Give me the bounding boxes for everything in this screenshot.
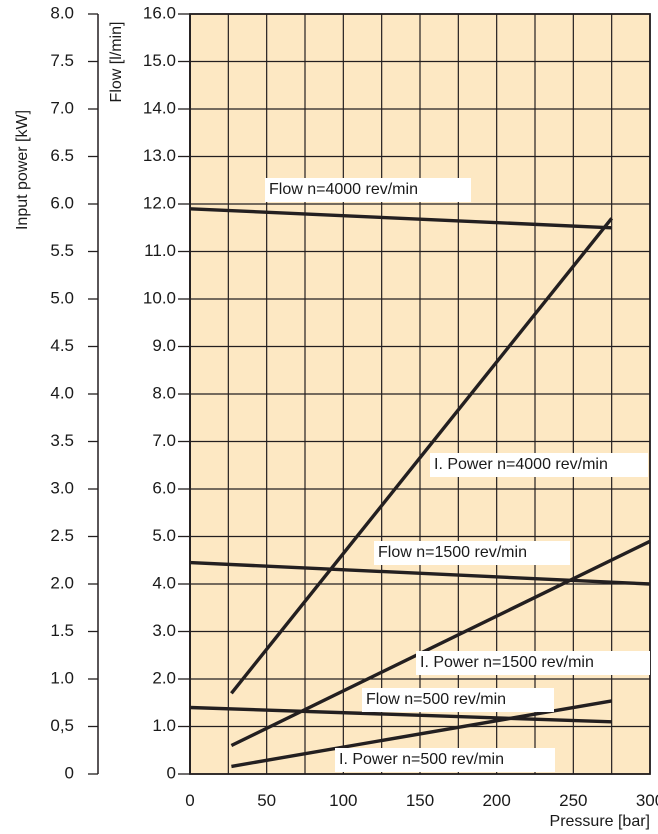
series-label-box <box>265 178 471 202</box>
power-tick-label: 2.0 <box>50 573 74 592</box>
series-label: Flow n=4000 rev/min <box>269 181 418 198</box>
power-tick-label: 3.5 <box>50 431 74 450</box>
series-line <box>189 705 612 724</box>
flow-tick-label: 14.0 <box>143 98 176 117</box>
series-label-box <box>430 453 648 477</box>
flow-tick-label: 3.0 <box>152 621 176 640</box>
power-tick-label: 5.5 <box>50 241 74 260</box>
power-tick-label: 4.0 <box>50 383 74 402</box>
series-labels: Flow n=4000 rev/min I. Power n=4000 rev/m… <box>265 178 650 772</box>
power-tick-label: 3.0 <box>50 478 74 497</box>
series-label-box <box>416 651 650 675</box>
series-label: Flow n=500 rev/min <box>366 691 506 708</box>
flow-tick-label: 16.0 <box>143 3 176 22</box>
x-tick-label: 200 <box>482 791 510 810</box>
power-tick-label: 2.5 <box>50 526 74 545</box>
flow-tick-label: 13.0 <box>143 146 176 165</box>
series-label: I. Power n=1500 rev/min <box>420 654 594 671</box>
flow-tick-label: 8.0 <box>152 383 176 402</box>
flow-tick-label: 15.0 <box>143 51 176 70</box>
flow-tick-label: 1.0 <box>152 716 176 735</box>
series-label-box <box>335 748 555 772</box>
flow-tick-label: 0 <box>167 763 176 782</box>
series-label-box <box>362 688 554 712</box>
series-line <box>189 207 612 230</box>
flow-axis-title: Flow [l/min] <box>108 22 125 103</box>
flow-tick-label: 5.0 <box>152 526 176 545</box>
x-tick-label: 150 <box>406 791 434 810</box>
series-label: I. Power n=4000 rev/min <box>434 456 608 473</box>
power-tick-label: 7.5 <box>50 51 74 70</box>
x-tick-label: 0 <box>185 791 194 810</box>
flow-tick-label: 10.0 <box>143 288 176 307</box>
power-tick-label: 0 <box>65 763 74 782</box>
power-tick-label: 0,5 <box>50 716 74 735</box>
series-label: I. Power n=500 rev/min <box>339 751 504 768</box>
power-tick-label: 1.0 <box>50 668 74 687</box>
x-tick-label: 250 <box>559 791 587 810</box>
flow-tick-label: 11.0 <box>144 241 176 260</box>
power-tick-label: 6.0 <box>50 193 74 212</box>
x-axis-title: Pressure [bar] <box>550 813 650 830</box>
flow-tick-label: 9.0 <box>152 336 176 355</box>
series-line <box>230 217 614 695</box>
flow-tick-label: 2.0 <box>152 668 176 687</box>
power-tick-label: 4.5 <box>50 336 74 355</box>
grid <box>189 13 651 775</box>
power-tick-label: 6.5 <box>50 146 74 165</box>
power-tick-label: 5.0 <box>50 288 74 307</box>
series-label: Flow n=1500 rev/min <box>378 544 527 561</box>
x-tick-label: 100 <box>329 791 357 810</box>
power-tick-label: 1.5 <box>50 621 74 640</box>
power-tick-label: 7.0 <box>50 98 74 117</box>
flow-tick-label: 4.0 <box>152 573 176 592</box>
power-tick-label: 8.0 <box>50 3 74 22</box>
tick-labels: 0 0,5 1.0 1.5 2.0 2.5 3.0 3.5 4.0 4.5 5.0 5.5 6.0 6.5… <box>50 3 658 810</box>
x-tick-label: 300 <box>636 791 658 810</box>
x-tick-label: 50 <box>257 791 276 810</box>
flow-tick-label: 12.0 <box>143 193 176 212</box>
series-label-box <box>374 541 570 565</box>
power-axis-title: Input power [kW] <box>14 110 31 230</box>
flow-tick-label: 7.0 <box>152 431 176 450</box>
flow-tick-label: 6.0 <box>152 478 176 497</box>
